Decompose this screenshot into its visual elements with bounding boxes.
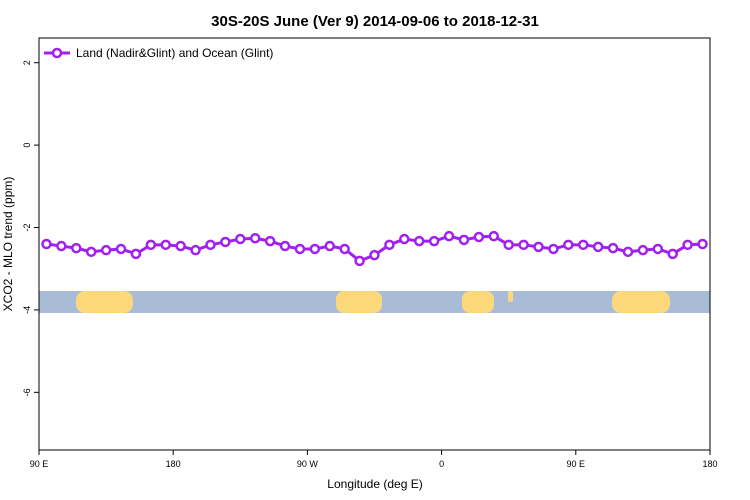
x-tick-label: 90 E (30, 459, 49, 469)
land-patch (336, 291, 382, 313)
point (563, 239, 574, 251)
chart-title: 30S-20S June (Ver 9) 2014-09-06 to 2018-… (211, 13, 539, 30)
point (354, 255, 365, 267)
point (518, 239, 529, 251)
point (220, 236, 231, 248)
y-tick-label: -6 (22, 388, 32, 396)
land-patch (612, 291, 670, 313)
point (115, 243, 127, 255)
legend-label: Land (Nadir&Glint) and Ocean (Glint) (76, 46, 273, 60)
legend-marker (51, 47, 63, 59)
point (622, 246, 634, 258)
point (488, 230, 500, 242)
y-tick-label: -4 (22, 306, 32, 314)
point (205, 239, 216, 251)
point (160, 239, 171, 251)
point (71, 242, 82, 254)
point (85, 246, 97, 258)
point (533, 241, 544, 253)
x-axis-label: Longitude (deg E) (327, 477, 422, 491)
point (697, 238, 708, 250)
y-tick-label: 2 (22, 60, 32, 65)
land-patch (508, 291, 513, 302)
point (369, 249, 380, 261)
y-tick-label: 0 (22, 143, 32, 148)
point (249, 232, 261, 244)
point (324, 240, 336, 252)
point (41, 238, 52, 250)
point (652, 243, 664, 255)
point (682, 239, 693, 251)
point (428, 235, 440, 247)
point (503, 239, 514, 251)
point (294, 243, 306, 255)
point (190, 244, 201, 256)
x-tick-label: 180 (166, 459, 181, 469)
point (458, 234, 470, 246)
y-tick-label: -2 (22, 224, 32, 232)
point (592, 241, 604, 253)
land-patch (76, 291, 133, 313)
point (279, 240, 291, 252)
x-tick-label: 90 E (567, 459, 586, 469)
point (56, 240, 67, 252)
x-tick-label: 180 (702, 459, 717, 469)
x-tick-label: 90 W (297, 459, 319, 469)
point (264, 235, 276, 247)
point (443, 230, 455, 242)
point (637, 244, 649, 256)
x-tick-label: 0 (439, 459, 444, 469)
point (175, 240, 186, 252)
point (339, 243, 350, 255)
point (384, 239, 395, 251)
point (100, 244, 112, 256)
point (130, 248, 142, 260)
point (607, 242, 619, 254)
legend: Land (Nadir&Glint) and Ocean (Glint) (44, 46, 273, 60)
point (548, 243, 559, 255)
point (145, 239, 157, 251)
land-ocean-strip (39, 291, 710, 313)
point (473, 231, 485, 243)
point (413, 235, 425, 247)
plot-frame (38, 37, 711, 451)
point (667, 248, 678, 260)
point (309, 243, 321, 255)
point (235, 233, 246, 245)
y-axis-label: XCO2 - MLO trend (ppm) (1, 177, 15, 312)
point (578, 239, 589, 251)
point (399, 233, 410, 245)
land-patch (462, 291, 494, 313)
